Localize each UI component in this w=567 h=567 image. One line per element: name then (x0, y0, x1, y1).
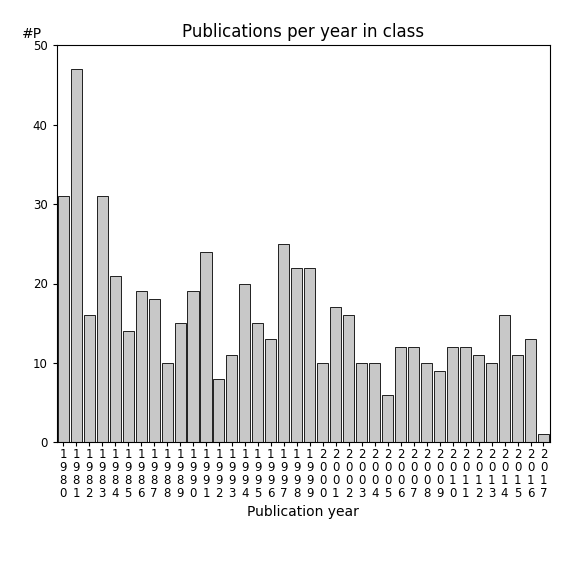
Bar (291, 268, 302, 442)
Bar (71, 69, 82, 442)
Bar (356, 363, 367, 442)
Bar (499, 315, 510, 442)
Bar (460, 347, 471, 442)
Bar (201, 252, 211, 442)
Bar (136, 291, 147, 442)
Bar (226, 355, 238, 442)
Bar (96, 196, 108, 442)
Title: Publications per year in class: Publications per year in class (182, 23, 425, 41)
Bar (58, 196, 69, 442)
X-axis label: Publication year: Publication year (247, 505, 359, 519)
Bar (149, 299, 159, 442)
Bar (512, 355, 523, 442)
Bar (421, 363, 432, 442)
Bar (408, 347, 419, 442)
Bar (162, 363, 172, 442)
Bar (538, 434, 549, 442)
Bar (304, 268, 315, 442)
Bar (265, 339, 276, 442)
Bar (369, 363, 380, 442)
Bar (213, 379, 225, 442)
Bar (434, 371, 445, 442)
Bar (447, 347, 458, 442)
Bar (382, 395, 393, 442)
Bar (84, 315, 95, 442)
Bar (486, 363, 497, 442)
Bar (318, 363, 328, 442)
Bar (278, 244, 289, 442)
Bar (175, 323, 185, 442)
Text: #P: #P (22, 27, 43, 41)
Bar (331, 307, 341, 442)
Bar (239, 284, 251, 442)
Bar (525, 339, 536, 442)
Bar (395, 347, 406, 442)
Bar (109, 276, 121, 442)
Bar (343, 315, 354, 442)
Bar (252, 323, 264, 442)
Bar (473, 355, 484, 442)
Bar (122, 331, 134, 442)
Bar (188, 291, 198, 442)
